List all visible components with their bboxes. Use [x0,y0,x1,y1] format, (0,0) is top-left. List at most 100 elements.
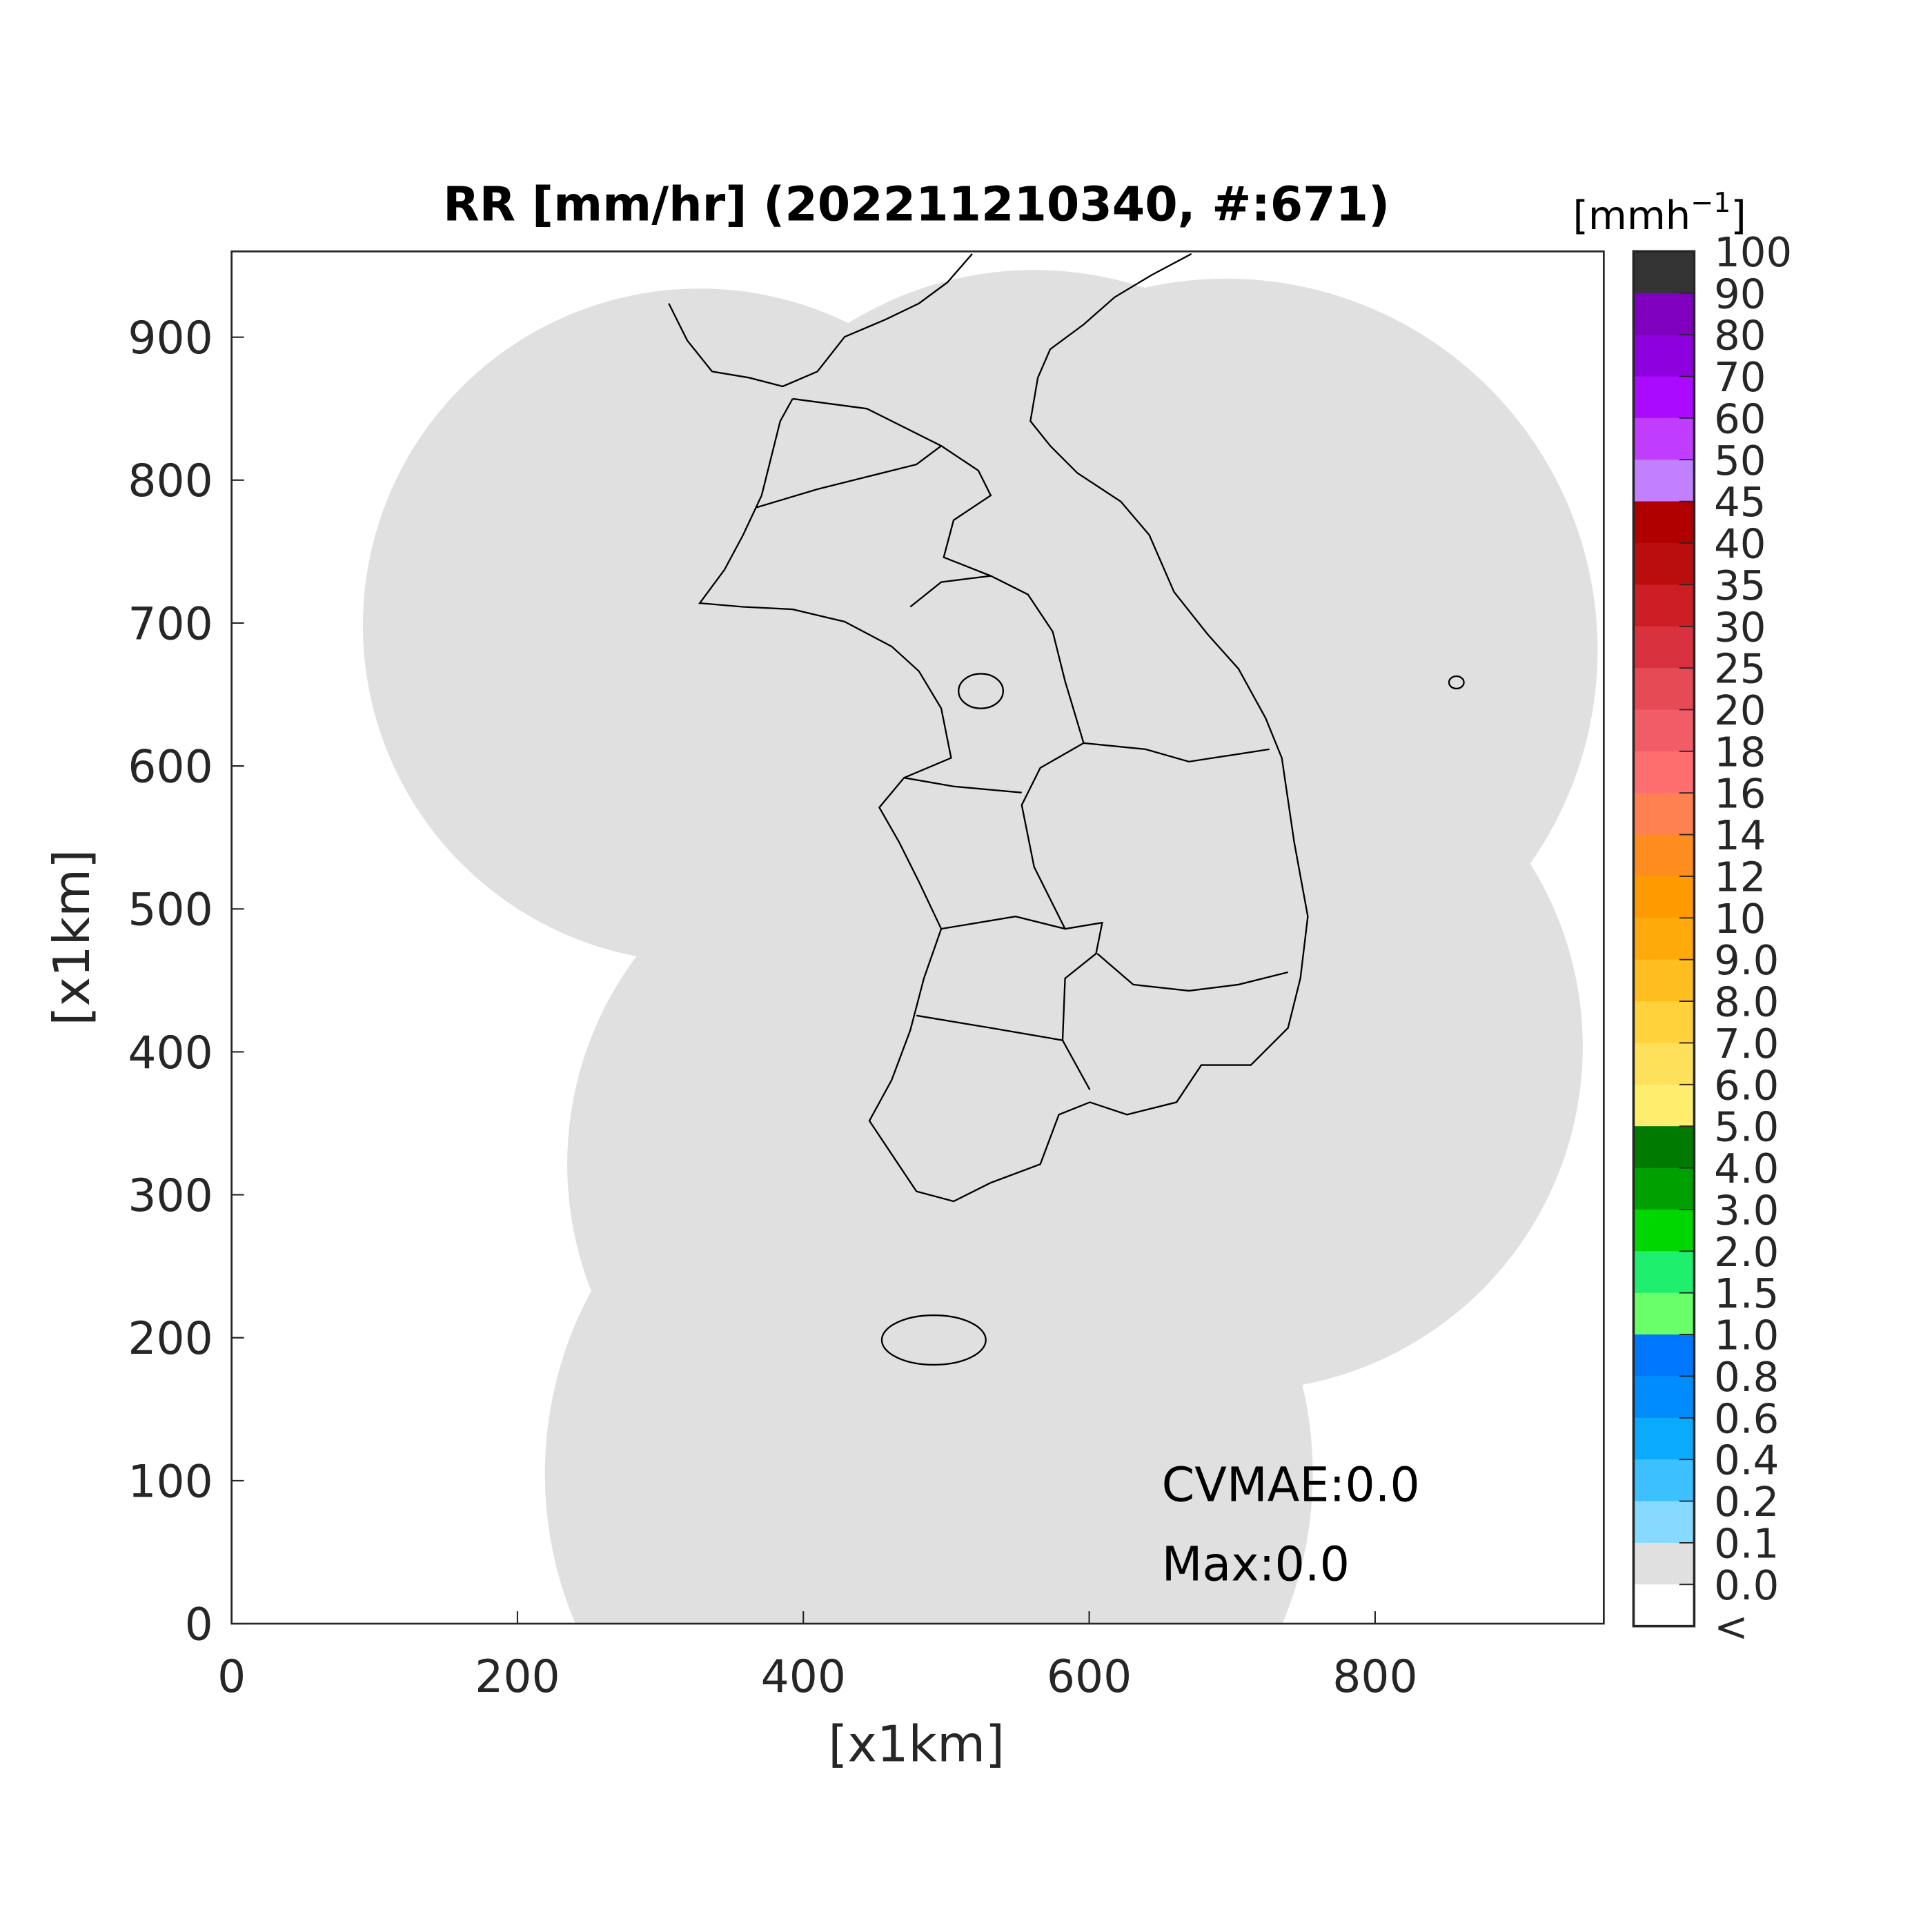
colorbar-label: 0.8 [1714,1353,1779,1401]
colorbar-label: 7.0 [1714,1020,1779,1067]
colorbar-label: 80 [1714,312,1766,359]
x-tick-label: 400 [761,1651,846,1703]
y-tick-label: 400 [128,1027,213,1079]
colorbar-label: 10 [1714,895,1766,943]
radar-coverage [362,270,1598,1624]
colorbar-label: 0.0 [1714,1561,1779,1609]
colorbar-label: 90 [1714,270,1766,317]
province-borders [755,397,1288,1091]
y-tick-label: 200 [128,1313,213,1365]
colorbar-segment [1633,293,1695,336]
chart-title: RR [mm/hr] (202211210340, #:671) [443,177,1390,232]
plot-frame [230,250,1605,1625]
colorbar-segment [1633,834,1695,877]
y-tick-label: 900 [128,313,213,364]
y-tick-label: 600 [128,741,213,793]
colorbar-segment [1633,751,1695,794]
colorbar-label: 50 [1714,437,1766,484]
x-tick-label: 800 [1332,1651,1417,1703]
colorbar-segment [1633,876,1695,919]
colorbar: 100908070605045403530252018161412109.08.… [1573,187,1792,1650]
colorbar-unit-close: ] [1731,193,1746,239]
colorbar-segment [1633,1376,1695,1419]
colorbar-label: 2.0 [1714,1228,1779,1276]
x-tick-label: 600 [1047,1651,1132,1703]
y-tick-label: 700 [128,598,213,650]
colorbar-segment [1633,793,1695,836]
colorbar-segment [1633,542,1695,586]
colorbar-segment [1633,1001,1695,1044]
colorbar-segment [1633,1209,1695,1252]
colorbar-label: 45 [1714,478,1766,526]
y-tick-label: 800 [128,455,213,507]
colorbar-label: 0.6 [1714,1394,1779,1442]
y-tick-label: 100 [128,1456,213,1508]
colorbar-label: 1.5 [1714,1270,1779,1317]
colorbar-label: 16 [1714,770,1766,818]
colorbar-segment [1633,417,1695,461]
colorbar-label: < [1714,1603,1748,1650]
cvmae-annotation: CVMAE:0.0 [1162,1458,1420,1512]
colorbar-label: 25 [1714,645,1766,693]
colorbar-label: 8.0 [1714,978,1779,1026]
colorbar-label: 35 [1714,562,1766,609]
plot-area [231,251,1604,1624]
colorbar-label: 0.2 [1714,1478,1779,1526]
colorbar-segment [1633,460,1695,502]
x-axis: 0 200 400 600 800 [217,1611,1418,1703]
colorbar-segment [1633,1167,1695,1210]
colorbar-label: 12 [1714,853,1766,900]
colorbar-segment [1633,959,1695,1002]
colorbar-segment [1633,1251,1695,1294]
colorbar-segment [1633,335,1695,377]
colorbar-label: 9.0 [1714,936,1779,984]
colorbar-label: 3.0 [1714,1186,1779,1234]
colorbar-label: 30 [1714,603,1766,651]
colorbar-segment [1633,1126,1695,1169]
x-tick-label: 0 [217,1651,246,1703]
y-tick-label: 500 [128,885,213,936]
colorbar-segment [1633,376,1695,419]
colorbar-segment [1633,626,1695,669]
coverage-disc [544,1090,1313,1624]
peninsula-outline [668,253,1309,1203]
colorbar-label: 20 [1714,687,1766,734]
colorbar-unit: [mmh−1] [1573,187,1746,239]
colorbar-label: 1.0 [1714,1312,1779,1359]
colorbar-segment [1633,584,1695,627]
seoul-boundary [958,673,1005,709]
coastline [668,253,1465,1366]
colorbar-segment [1633,918,1695,960]
colorbar-label: 5.0 [1714,1103,1779,1151]
colorbar-unit-exponent: −1 [1690,187,1731,219]
colorbar-segment [1633,1501,1695,1544]
colorbar-segment [1633,501,1695,544]
y-axis-label: [x1km] [43,849,101,1026]
colorbar-segment [1633,1292,1695,1335]
colorbar-label: 4.0 [1714,1145,1779,1192]
colorbar-segment [1633,1584,1695,1627]
colorbar-label: 14 [1714,811,1766,859]
x-axis-label: [x1km] [828,1715,1005,1773]
colorbar-segment [1633,251,1695,294]
y-axis: 0 100 200 300 400 500 600 700 800 900 [128,313,244,1650]
colorbar-segment [1633,1542,1695,1586]
colorbar-frame [1632,250,1696,1628]
y-tick-label: 0 [185,1599,213,1650]
colorbar-label: 0.1 [1714,1519,1779,1567]
colorbar-segment [1633,1043,1695,1085]
colorbar-label: 0.4 [1714,1437,1779,1484]
x-tick-label: 200 [475,1651,560,1703]
colorbar-segment [1633,1417,1695,1461]
colorbar-segment [1633,1334,1695,1377]
colorbar-segment [1633,709,1695,752]
jeju-island [880,1314,987,1366]
max-annotation: Max:0.0 [1162,1537,1350,1592]
colorbar-segment [1633,1084,1695,1127]
colorbar-label: 60 [1714,395,1766,442]
colorbar-label: 18 [1714,728,1766,776]
colorbar-segment [1633,1459,1695,1502]
colorbar-label: 40 [1714,520,1766,568]
colorbar-label: 100 [1714,228,1792,276]
